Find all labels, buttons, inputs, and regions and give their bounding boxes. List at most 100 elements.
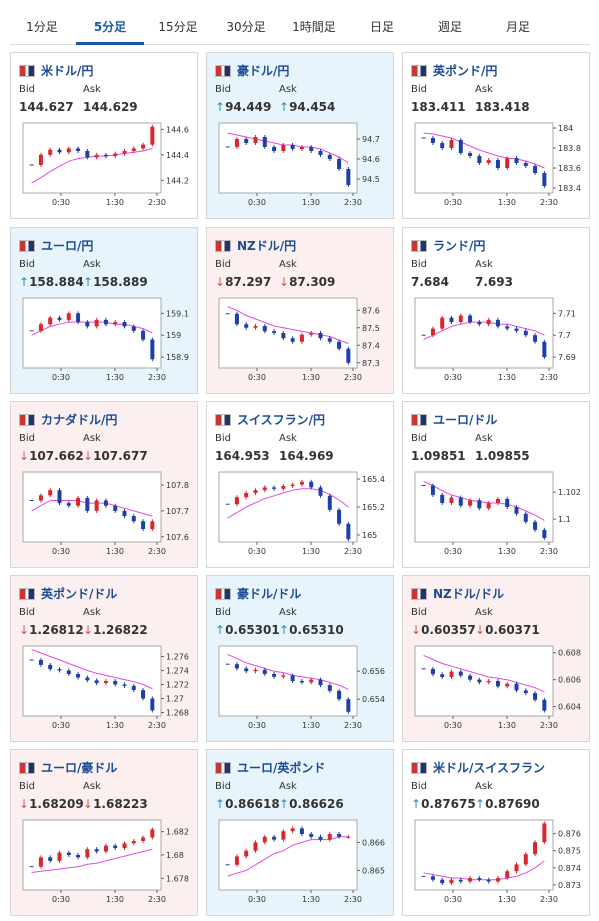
candle	[449, 671, 454, 677]
tab[interactable]: 5分足	[93, 20, 127, 34]
y-tick-label: 0.606	[558, 676, 581, 685]
candle	[430, 668, 435, 675]
mini-chart: 1.268 1.27 1.272 1.274 1.276 0:30 1:30 2:30	[22, 645, 189, 730]
candle	[113, 322, 118, 325]
ask-value: 0.65310	[279, 623, 344, 637]
candle	[113, 505, 118, 511]
pair-name[interactable]: ランド/円	[433, 239, 486, 253]
candle	[253, 842, 258, 851]
tab[interactable]: 月足	[505, 20, 530, 34]
flag-icon	[215, 65, 231, 77]
y-tick-label: 107.6	[166, 533, 189, 542]
pair-name[interactable]: 英ポンド/円	[433, 64, 498, 78]
candle	[309, 481, 314, 488]
plot-area	[218, 645, 358, 717]
candle	[272, 147, 277, 151]
candle	[318, 679, 323, 686]
candle	[76, 148, 81, 151]
candle	[150, 829, 155, 838]
y-tick-label: 94.6	[362, 155, 380, 164]
y-tick-label: 7.69	[558, 353, 576, 362]
pair-name[interactable]: スイスフラン/円	[237, 413, 326, 427]
bid-value: 107.662	[19, 449, 84, 463]
y-tick-label: 158.9	[166, 353, 189, 362]
candle	[346, 523, 351, 540]
candle	[486, 879, 491, 882]
y-tick-label: 1.678	[166, 874, 189, 883]
tab[interactable]: 15分足	[158, 20, 198, 34]
candle	[533, 166, 538, 173]
y-tick-label: 159	[166, 331, 181, 340]
candle	[477, 679, 482, 683]
candle	[290, 338, 295, 342]
pair-name[interactable]: ユーロ/豪ドル	[41, 761, 118, 775]
bid-label: Bid	[19, 84, 35, 95]
plot-area	[22, 122, 162, 194]
x-tick-label: 2:30	[344, 198, 362, 207]
flag-icon	[411, 762, 427, 774]
ask-value: 1.26822	[83, 623, 148, 637]
pair-name[interactable]: 英ポンド/ドル	[41, 587, 118, 601]
candle	[523, 690, 528, 694]
y-tick-label: 87.4	[362, 341, 380, 350]
tab[interactable]: 1分足	[26, 20, 58, 34]
y-tick-label: 94.7	[362, 135, 380, 144]
pair-name[interactable]: カナダドル/円	[41, 413, 118, 427]
pair-name[interactable]: 豪ドル/円	[237, 64, 290, 78]
x-tick-label: 0:30	[248, 198, 266, 207]
moving-average	[31, 148, 153, 184]
candle	[57, 149, 62, 153]
bid-value: 144.627	[19, 100, 74, 114]
candle	[337, 834, 342, 837]
candle	[244, 493, 249, 498]
candle	[337, 509, 342, 524]
pair-name[interactable]: 米ドル/円	[41, 64, 94, 78]
candle	[468, 315, 473, 323]
candle	[477, 500, 482, 509]
pair-name[interactable]: NZドル/円	[237, 239, 297, 253]
tab[interactable]: 1時間足	[292, 20, 336, 34]
bid-value: 87.297	[215, 275, 271, 289]
candle	[38, 857, 43, 867]
y-tick-label: 87.5	[362, 324, 380, 333]
candle	[514, 158, 519, 163]
plot-area	[414, 122, 554, 194]
bid-label: Bid	[19, 607, 35, 618]
y-tick-label: 165.2	[362, 503, 385, 512]
candle	[495, 160, 500, 168]
tab-divider	[10, 44, 590, 45]
plot-area	[218, 297, 358, 369]
tab[interactable]: 日足	[369, 20, 394, 34]
candle	[346, 169, 351, 185]
ask-value: 144.629	[83, 100, 138, 114]
tab[interactable]: 30分足	[226, 20, 266, 34]
x-tick-label: 0:30	[248, 373, 266, 382]
pair-name[interactable]: ユーロ/英ポンド	[237, 761, 326, 775]
pair-name[interactable]: 米ドル/スイスフラン	[433, 761, 546, 775]
tab[interactable]: 週足	[437, 20, 462, 34]
candle	[495, 878, 500, 882]
x-tick-label: 1:30	[498, 198, 516, 207]
candle	[122, 843, 127, 848]
pair-name[interactable]: ユーロ/円	[41, 239, 94, 253]
candle	[131, 148, 136, 151]
currency-panel: ランド/円 Bid Ask 7.684 7.693 7.69 7.7 7.71 0:30 1:30…	[402, 227, 590, 394]
candle	[85, 151, 90, 158]
pair-name[interactable]: NZドル/ドル	[433, 587, 505, 601]
candle	[449, 317, 454, 323]
mini-chart: 165 165.2 165.4 0:30 1:30 2:30	[218, 471, 385, 556]
x-tick-label: 0:30	[248, 895, 266, 904]
candle	[103, 500, 108, 506]
candle	[458, 315, 463, 323]
flag-icon	[411, 414, 427, 426]
candle	[38, 324, 43, 331]
x-tick-label: 2:30	[148, 373, 166, 382]
y-tick-label: 7.7	[558, 331, 571, 340]
candle	[76, 674, 81, 678]
pair-name[interactable]: 豪ドル/ドル	[237, 587, 302, 601]
pair-name[interactable]: ユーロ/ドル	[433, 413, 498, 427]
candle	[253, 490, 258, 493]
mini-chart: 183.4 183.6 183.8 184 0:30 1:30 2:30	[414, 122, 581, 207]
plot-area	[218, 471, 358, 543]
x-tick-label: 0:30	[444, 373, 462, 382]
